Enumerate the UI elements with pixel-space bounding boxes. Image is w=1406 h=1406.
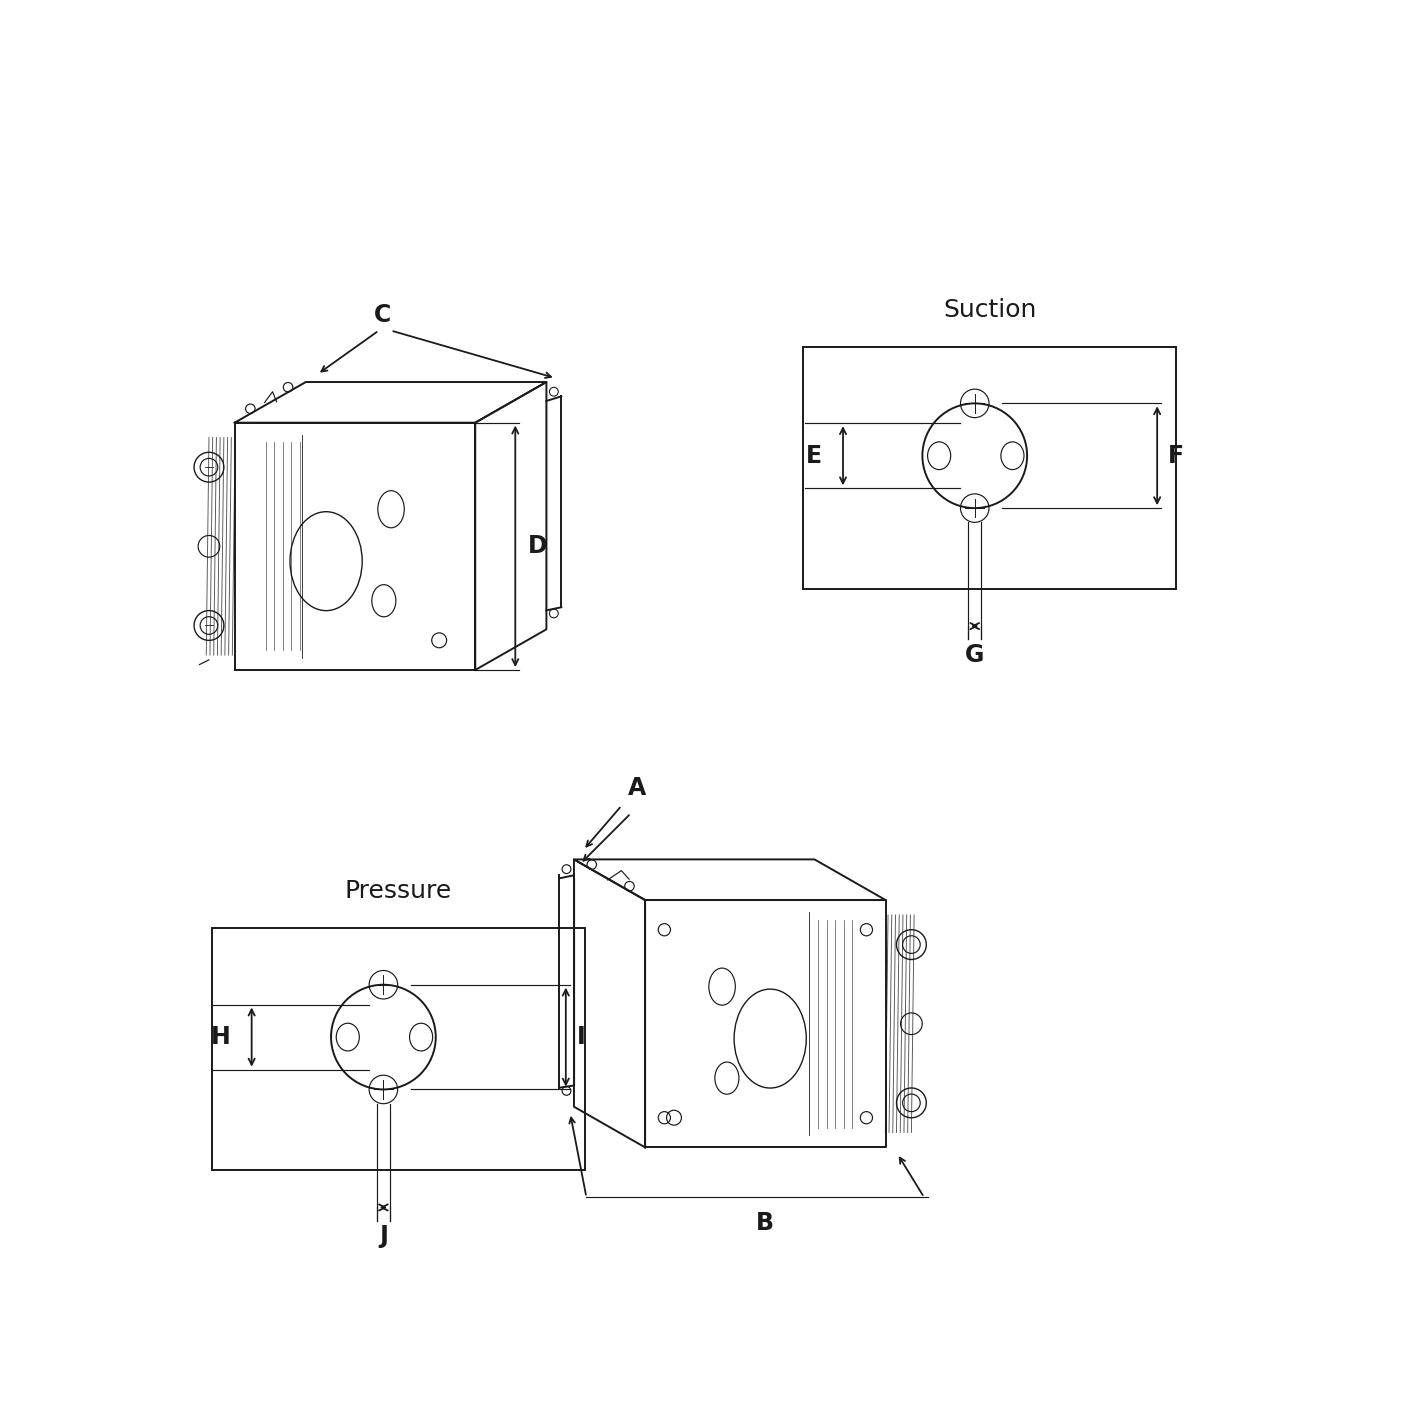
Text: D: D (527, 534, 547, 558)
Text: A: A (628, 776, 647, 800)
Text: Suction: Suction (943, 298, 1036, 322)
Text: C: C (374, 302, 391, 326)
Text: E: E (806, 444, 823, 468)
Text: B: B (756, 1212, 773, 1236)
Text: H: H (211, 1025, 231, 1049)
Bar (212, 928, 585, 1170)
Text: F: F (1168, 444, 1184, 468)
Bar (803, 347, 1177, 589)
Text: J: J (380, 1225, 388, 1249)
Text: Pressure: Pressure (344, 879, 451, 903)
Text: G: G (965, 643, 984, 666)
Text: I: I (576, 1025, 585, 1049)
